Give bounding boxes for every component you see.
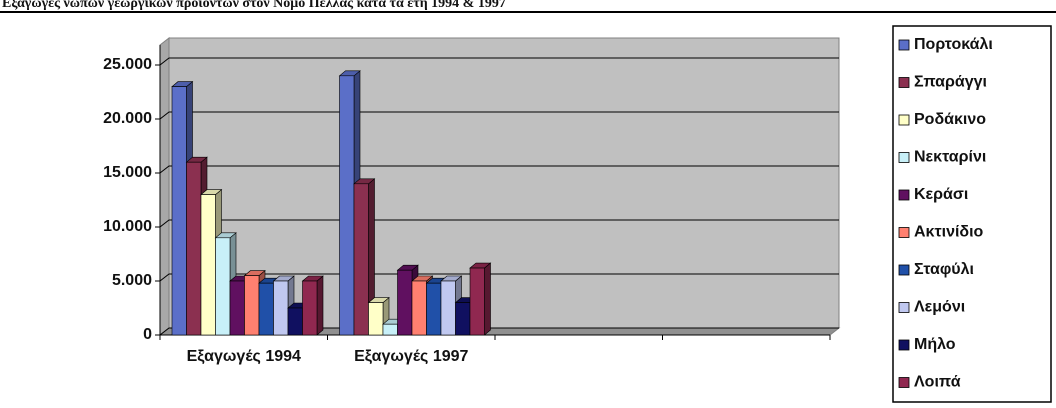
- y-tick-label: 0: [143, 326, 152, 343]
- legend-label: Μήλο: [914, 336, 956, 353]
- legend-label: Σταφύλι: [914, 261, 974, 278]
- legend-swatch: [898, 114, 910, 126]
- grid-line: [159, 219, 839, 228]
- bar: [440, 280, 456, 336]
- y-tick-label: 15.000: [103, 164, 152, 181]
- bar: [411, 280, 427, 336]
- grid-line: [159, 111, 839, 120]
- x-tick-label: Εξαγωγές 1994: [187, 348, 301, 365]
- grid-line: [159, 327, 839, 336]
- bar: [397, 269, 413, 336]
- grid-line: [159, 273, 839, 282]
- bar: [368, 302, 384, 336]
- bar: [229, 280, 245, 336]
- legend-label: Κεράσι: [914, 186, 968, 203]
- legend-label: Πορτοκάλι: [914, 36, 993, 53]
- y-tick-label: 20.000: [103, 110, 152, 127]
- bar: [258, 282, 274, 336]
- y-tick-label: 5.000: [112, 272, 152, 289]
- legend-swatch: [898, 227, 910, 238]
- bar: [302, 280, 318, 336]
- chart-title: Εξαγωγές νωπών γεωργικών προϊόντων στον …: [2, 0, 506, 11]
- legend-swatch: [898, 39, 910, 51]
- legend-swatch: [898, 152, 910, 163]
- bar: [426, 282, 442, 336]
- legend-swatch: [898, 264, 910, 276]
- legend-swatch: [898, 377, 910, 388]
- x-tick-label: Εξαγωγές 1997: [354, 348, 468, 365]
- bar: [469, 267, 485, 336]
- bar: [244, 275, 260, 336]
- legend-label: Νεκταρίνι: [914, 149, 986, 166]
- bar-side: [484, 262, 491, 336]
- legend-swatch: [898, 302, 910, 313]
- legend-swatch: [898, 189, 910, 201]
- legend-label: Ροδάκινο: [914, 111, 986, 128]
- grid-line: [159, 165, 839, 174]
- grid-line: [159, 57, 839, 66]
- bar: [215, 237, 231, 336]
- legend-label: Λοιπά: [914, 374, 961, 391]
- legend-swatch: [898, 339, 910, 351]
- legend-swatch: [898, 77, 910, 88]
- bar: [339, 75, 355, 336]
- bar: [200, 194, 216, 336]
- y-tick-label: 10.000: [103, 218, 152, 235]
- legend-label: Ακτινίδιο: [914, 224, 984, 241]
- legend-label: Λεμόνι: [914, 299, 965, 316]
- legend-label: Σπαράγγι: [914, 74, 987, 91]
- bar: [455, 302, 471, 336]
- bar: [353, 183, 369, 336]
- bar: [382, 323, 398, 336]
- legend-box: [892, 25, 1052, 403]
- bar: [171, 86, 187, 336]
- bar-side: [316, 275, 324, 336]
- bar: [287, 307, 303, 336]
- side-wall: [159, 36, 170, 337]
- bar: [273, 280, 289, 336]
- y-tick-label: 25.000: [103, 56, 152, 73]
- bar: [186, 161, 202, 336]
